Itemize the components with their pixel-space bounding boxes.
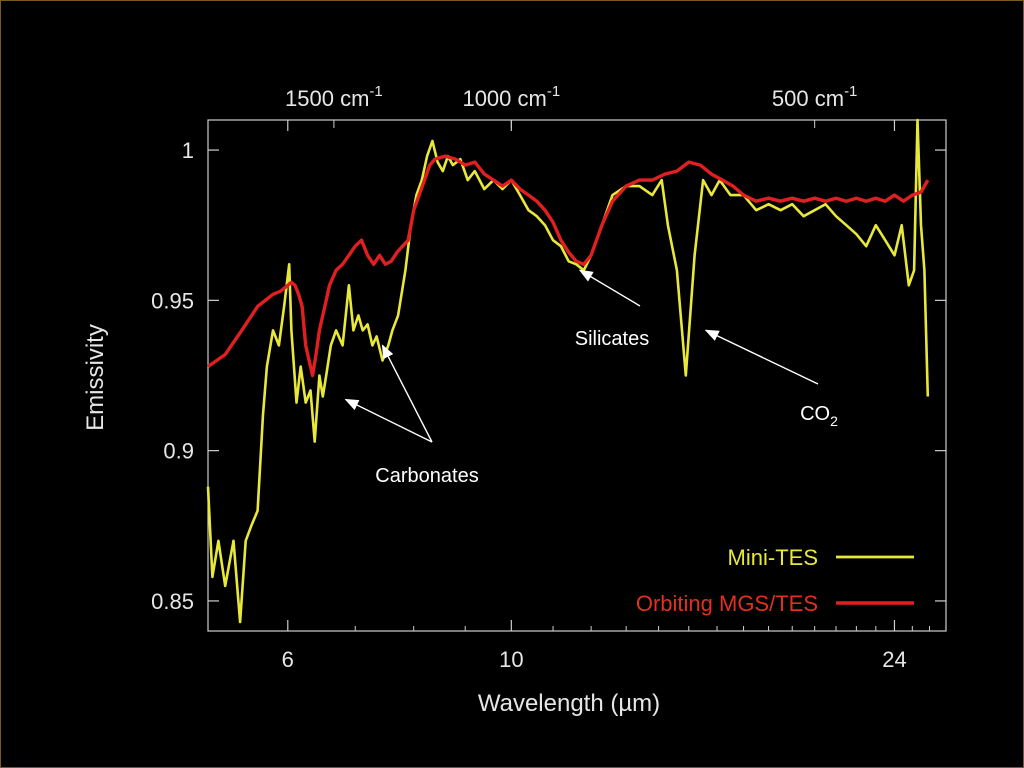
top-tick-superscript: -1 (844, 83, 857, 100)
annotation-subscript: 2 (830, 413, 838, 429)
plot-frame (207, 119, 947, 632)
x-tick-label: 24 (882, 647, 906, 672)
annotation-label: CO2 (800, 403, 838, 429)
axes: 6 10 24 1500 cm-1 1000 cm-1 500 cm-1 0.85 0.9 0.… (82, 83, 947, 717)
series-line-mini-tes (206, 118, 930, 624)
series-lines (206, 118, 930, 624)
y-tick-label: 0.9 (163, 439, 194, 464)
x-tick-label: 10 (499, 647, 523, 672)
annotation-arrow (704, 329, 819, 385)
legend-label: Mini-TES (728, 545, 818, 570)
annotation-arrow (344, 398, 433, 443)
top-tick-label: 500 cm-1 (772, 83, 858, 111)
y-tick-label: 0.85 (151, 589, 194, 614)
legend: Mini-TES Orbiting MGS/TES (636, 545, 914, 616)
annotation-label: Silicates (575, 328, 649, 350)
series-line-mgs-tes (207, 154, 930, 378)
top-tick-label: 1500 cm-1 (285, 83, 383, 111)
x-axis-title: Wavelength (µm) (478, 690, 660, 717)
annotation-label: Carbonates (375, 465, 478, 487)
legend-label: Orbiting MGS/TES (636, 591, 818, 616)
annotation-arrow (578, 269, 641, 307)
y-axis-title: Emissivity (82, 324, 109, 431)
y-tick-label: 1 (182, 138, 194, 163)
top-tick-superscript: -1 (369, 83, 382, 100)
y-tick-label: 0.95 (151, 288, 194, 313)
annotation-arrow (381, 344, 433, 443)
x-tick-label: 6 (282, 647, 294, 672)
annotations: Carbonates Silicates CO2 (344, 269, 838, 487)
top-tick-label: 1000 cm-1 (462, 83, 560, 111)
top-tick-superscript: -1 (547, 83, 560, 100)
